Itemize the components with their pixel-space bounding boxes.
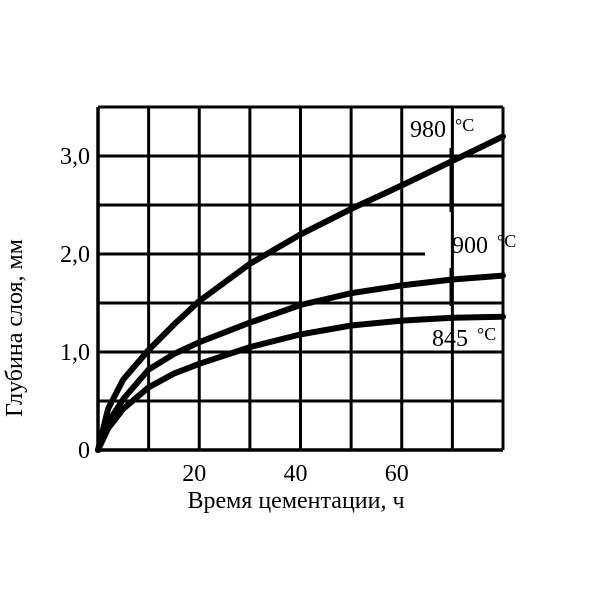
y-tick-label-3-0: 3,0 [60,144,90,170]
series-line-980 [95,133,506,453]
x-tick-label-20: 20 [182,461,206,487]
series-lines [95,133,506,453]
series-label-980: 980 °C [410,115,474,143]
x-axis-label: Время цементации, ч [187,488,404,514]
series-label-845: 845 °C [432,324,496,352]
series-label-900: 900 °C [452,231,516,259]
x-tick-label-60: 60 [385,461,409,487]
series-label-845-unit: °C [477,324,496,344]
x-tick-labels: 20 40 60 [182,461,409,487]
series-label-980-unit: °C [455,115,474,135]
y-tick-label-0: 0 [78,438,90,464]
series-label-980-value: 980 [410,117,446,143]
series-label-845-value: 845 [432,326,468,352]
series-label-900-value: 900 [452,233,488,259]
series-line-900 [95,272,506,453]
y-tick-label-2-0: 2,0 [60,242,90,268]
series-label-900-unit: °C [497,231,516,251]
y-axis-label: Глубина слоя, мм [2,239,28,417]
y-tick-labels: 0 1,0 2,0 3,0 [60,144,90,464]
series-line-845 [95,313,506,453]
y-tick-label-1-0: 1,0 [60,340,90,366]
x-tick-label-40: 40 [284,461,308,487]
